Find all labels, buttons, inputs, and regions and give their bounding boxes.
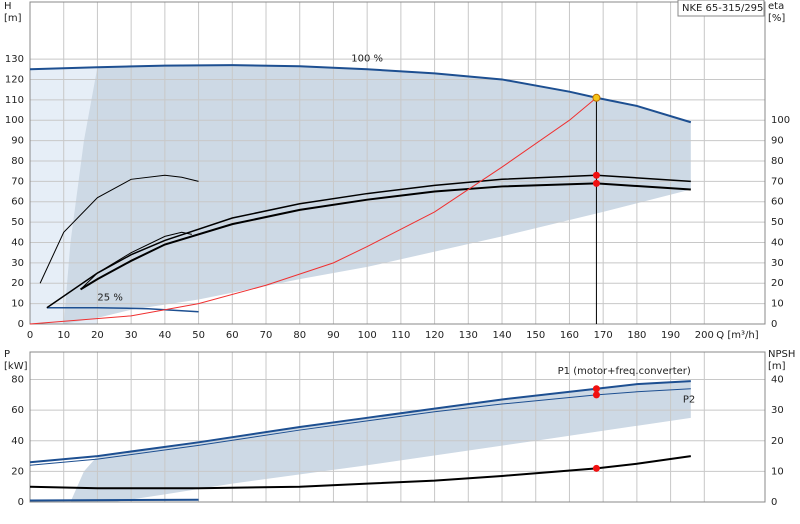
series-label: P1 (motor+freq.converter) xyxy=(558,366,691,377)
x-tick-label: 110 xyxy=(391,330,410,341)
y-tick-label: 40 xyxy=(11,237,24,248)
y-tick-label: 80 xyxy=(11,375,24,386)
x-tick-label: 50 xyxy=(192,330,205,341)
y2-tick-label: 30 xyxy=(771,405,784,416)
x-tick-label: 60 xyxy=(226,330,239,341)
y2-tick-label: 60 xyxy=(771,197,784,208)
y-tick-label: 60 xyxy=(11,197,24,208)
y2-tick-label: 90 xyxy=(771,136,784,147)
y-tick-label: 0 xyxy=(18,319,24,330)
y-axis-unit: [m] xyxy=(4,13,22,24)
y2-tick-label: 70 xyxy=(771,176,784,187)
x-tick-label: 150 xyxy=(526,330,545,341)
plot-frame xyxy=(29,351,766,503)
x-tick-label: 30 xyxy=(125,330,138,341)
y2-tick-label: 10 xyxy=(771,299,784,310)
curve xyxy=(29,498,199,502)
x-tick-label: 170 xyxy=(594,330,613,341)
curve xyxy=(29,97,597,325)
x-tick-label: 90 xyxy=(327,330,340,341)
curve xyxy=(29,388,691,466)
x-axis-label: Q [m³/h] xyxy=(716,330,758,341)
operating-point xyxy=(592,385,600,393)
y2-tick-label: 20 xyxy=(771,278,784,289)
operating-point xyxy=(592,171,600,179)
y-tick-label: 60 xyxy=(11,405,24,416)
operating-range xyxy=(63,65,691,324)
y2-tick-label: 80 xyxy=(771,156,784,167)
curve xyxy=(29,455,691,490)
y-tick-label: 30 xyxy=(11,258,24,269)
y-tick-label: 130 xyxy=(5,54,24,65)
y2-tick-label: 0 xyxy=(771,497,777,508)
operating-point xyxy=(592,391,600,399)
y2-axis-label: eta xyxy=(768,1,784,12)
y2-tick-label: 40 xyxy=(771,375,784,386)
y2-tick-label: 0 xyxy=(771,319,777,330)
chart-title: NKE 65-315/295 xyxy=(682,3,763,14)
y2-tick-label: 20 xyxy=(771,436,784,447)
operating-point xyxy=(592,464,600,472)
x-tick-label: 130 xyxy=(459,330,478,341)
y-tick-label: 110 xyxy=(5,95,24,106)
y2-tick-label: 50 xyxy=(771,217,784,228)
y-tick-label: 100 xyxy=(5,115,24,126)
x-tick-label: 120 xyxy=(425,330,444,341)
plot-frame xyxy=(29,1,766,325)
y2-tick-label: 30 xyxy=(771,258,784,269)
x-tick-label: 200 xyxy=(695,330,714,341)
y2-tick-label: 40 xyxy=(771,237,784,248)
operating-point xyxy=(592,93,601,102)
x-tick-label: 0 xyxy=(27,330,33,341)
x-tick-label: 20 xyxy=(91,330,104,341)
y-tick-label: 90 xyxy=(11,136,24,147)
x-tick-label: 140 xyxy=(492,330,511,341)
y-axis-label: P xyxy=(4,349,10,360)
y-tick-label: 0 xyxy=(18,497,24,508)
y-tick-label: 70 xyxy=(11,176,24,187)
x-tick-label: 160 xyxy=(560,330,579,341)
curve xyxy=(29,64,692,124)
curve xyxy=(29,380,691,464)
curve xyxy=(80,231,192,290)
series-label: 100 % xyxy=(351,53,383,64)
y-tick-label: 40 xyxy=(11,436,24,447)
y-axis-unit: [kW] xyxy=(4,361,28,372)
y-tick-label: 10 xyxy=(11,299,24,310)
y2-axis-unit: [%] xyxy=(768,13,785,24)
y2-axis-unit: [m] xyxy=(768,361,786,372)
x-tick-label: 40 xyxy=(158,330,171,341)
series-label: P2 xyxy=(683,395,695,406)
y2-axis-label: NPSH xyxy=(768,349,795,360)
x-tick-label: 70 xyxy=(260,330,273,341)
series-label: 25 % xyxy=(97,293,122,304)
y-tick-label: 20 xyxy=(11,278,24,289)
title-box xyxy=(677,0,765,17)
y-tick-label: 80 xyxy=(11,156,24,167)
curve xyxy=(39,174,199,284)
y-tick-label: 120 xyxy=(5,74,24,85)
x-tick-label: 10 xyxy=(57,330,70,341)
y2-tick-label: 100 xyxy=(771,115,790,126)
x-tick-label: 100 xyxy=(358,330,377,341)
x-tick-label: 190 xyxy=(661,330,680,341)
x-tick-label: 180 xyxy=(627,330,646,341)
y-tick-label: 50 xyxy=(11,217,24,228)
curve xyxy=(46,306,199,313)
y-tick-label: 20 xyxy=(11,466,24,477)
curve xyxy=(46,174,691,309)
operating-point xyxy=(592,179,600,187)
curve xyxy=(80,182,691,291)
x-tick-label: 80 xyxy=(293,330,306,341)
y2-tick-label: 10 xyxy=(771,466,784,477)
y-axis-label: H xyxy=(4,1,12,12)
